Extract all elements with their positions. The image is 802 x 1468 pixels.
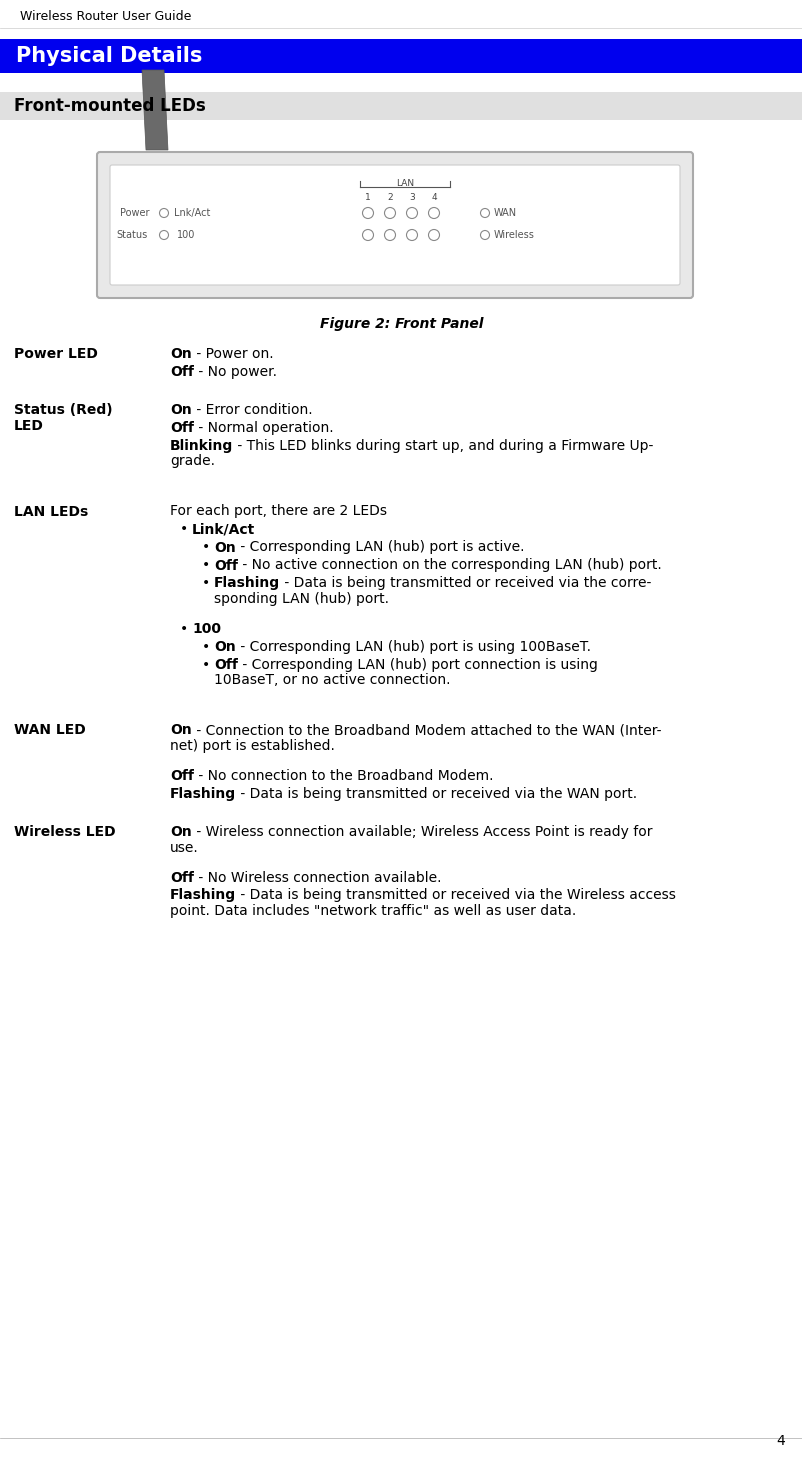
Text: Status: Status [115, 230, 147, 239]
Text: •: • [202, 577, 210, 590]
Text: LED: LED [14, 418, 44, 433]
Text: Power LED: Power LED [14, 346, 98, 361]
Text: point. Data includes "network traffic" as well as user data.: point. Data includes "network traffic" a… [170, 904, 576, 918]
Text: - Corresponding LAN (hub) port is using 100BaseT.: - Corresponding LAN (hub) port is using … [236, 640, 590, 655]
Text: Off: Off [170, 769, 193, 782]
Text: Off: Off [170, 421, 193, 435]
Text: WAN: WAN [493, 208, 516, 219]
Text: 4: 4 [431, 192, 436, 201]
Text: On: On [214, 540, 236, 555]
Text: •: • [202, 558, 210, 573]
Text: Flashing: Flashing [170, 787, 236, 802]
Text: •: • [180, 622, 188, 636]
Text: Off: Off [214, 658, 237, 672]
Text: LAN LEDs: LAN LEDs [14, 505, 88, 518]
Text: 100: 100 [176, 230, 195, 239]
Text: 10BaseT, or no active connection.: 10BaseT, or no active connection. [214, 674, 450, 687]
Text: •: • [180, 523, 188, 536]
Text: •: • [202, 640, 210, 655]
Text: 2: 2 [387, 192, 392, 201]
Text: - Power on.: - Power on. [192, 346, 273, 361]
Text: Wireless LED: Wireless LED [14, 825, 115, 840]
Text: WAN LED: WAN LED [14, 724, 86, 737]
Text: Figure 2: Front Panel: Figure 2: Front Panel [319, 317, 483, 330]
Text: •: • [202, 658, 210, 672]
Text: On: On [170, 825, 192, 840]
Text: Off: Off [170, 366, 193, 379]
Text: - Error condition.: - Error condition. [192, 404, 312, 417]
Text: On: On [170, 724, 192, 737]
Text: - No power.: - No power. [193, 366, 277, 379]
Text: - No active connection on the corresponding LAN (hub) port.: - No active connection on the correspond… [237, 558, 661, 573]
Text: Power: Power [119, 208, 149, 219]
Text: Wireless Router User Guide: Wireless Router User Guide [20, 10, 191, 23]
Text: - Corresponding LAN (hub) port is active.: - Corresponding LAN (hub) port is active… [236, 540, 524, 555]
Polygon shape [142, 70, 168, 150]
Text: - Connection to the Broadband Modem attached to the WAN (Inter-: - Connection to the Broadband Modem atta… [192, 724, 660, 737]
Text: LAN: LAN [395, 179, 414, 188]
FancyBboxPatch shape [0, 40, 802, 73]
Text: - Data is being transmitted or received via the Wireless access: - Data is being transmitted or received … [236, 888, 675, 903]
Text: Flashing: Flashing [214, 577, 280, 590]
Text: On: On [170, 404, 192, 417]
Text: - No Wireless connection available.: - No Wireless connection available. [193, 871, 441, 885]
Text: Link/Act: Link/Act [192, 523, 255, 536]
FancyBboxPatch shape [110, 164, 679, 285]
FancyBboxPatch shape [0, 92, 802, 120]
Text: 100: 100 [192, 622, 221, 636]
Text: Off: Off [214, 558, 237, 573]
Text: - Data is being transmitted or received via the WAN port.: - Data is being transmitted or received … [236, 787, 637, 802]
Text: Lnk/Act: Lnk/Act [174, 208, 210, 219]
Text: For each port, there are 2 LEDs: For each port, there are 2 LEDs [170, 505, 387, 518]
Text: - This LED blinks during start up, and during a Firmware Up-: - This LED blinks during start up, and d… [233, 439, 653, 454]
Text: 1: 1 [365, 192, 371, 201]
FancyBboxPatch shape [97, 153, 692, 298]
Text: Flashing: Flashing [170, 888, 236, 903]
Text: - Data is being transmitted or received via the corre-: - Data is being transmitted or received … [280, 577, 650, 590]
Text: sponding LAN (hub) port.: sponding LAN (hub) port. [214, 592, 388, 606]
Text: On: On [170, 346, 192, 361]
Text: Off: Off [170, 871, 193, 885]
Text: Front-mounted LEDs: Front-mounted LEDs [14, 97, 205, 115]
Text: 4: 4 [776, 1434, 784, 1447]
Text: net) port is established.: net) port is established. [170, 738, 334, 753]
Text: - Wireless connection available; Wireless Access Point is ready for: - Wireless connection available; Wireles… [192, 825, 651, 840]
Text: •: • [202, 540, 210, 555]
Text: On: On [214, 640, 236, 655]
Text: Blinking: Blinking [170, 439, 233, 454]
Text: grade.: grade. [170, 455, 215, 468]
Text: Wireless: Wireless [493, 230, 534, 239]
Text: Physical Details: Physical Details [16, 46, 202, 66]
Text: - Corresponding LAN (hub) port connection is using: - Corresponding LAN (hub) port connectio… [237, 658, 597, 672]
Text: Status (Red): Status (Red) [14, 404, 112, 417]
Text: - Normal operation.: - Normal operation. [193, 421, 333, 435]
Text: 3: 3 [408, 192, 415, 201]
Text: use.: use. [170, 841, 199, 854]
Text: - No connection to the Broadband Modem.: - No connection to the Broadband Modem. [193, 769, 492, 782]
